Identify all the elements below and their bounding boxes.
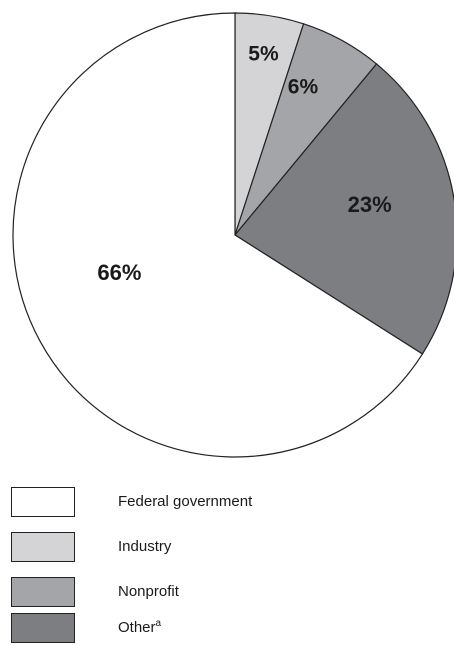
legend-label-industry: Industry <box>118 538 172 555</box>
legend-swatch-nonprofit <box>11 577 75 607</box>
legend-item-industry: Industry <box>11 532 411 564</box>
legend-item-other: Othera <box>11 613 411 645</box>
slice-value-label-industry: 5% <box>248 43 279 66</box>
slice-value-label-other: 23% <box>348 192 392 217</box>
pie-value-labels: 5% 6% 23% 66% <box>97 43 391 285</box>
legend-label-federal-government: Federal government <box>118 493 253 510</box>
pie-chart: 5% 6% 23% 66% <box>12 12 454 458</box>
legend-label-nonprofit: Nonprofit <box>118 583 179 600</box>
pie-slice-other <box>234 63 454 355</box>
legend-item-federal-government: Federal government <box>11 487 411 519</box>
legend-item-nonprofit: Nonprofit <box>11 577 411 609</box>
pie-slices <box>12 12 454 458</box>
pie-slice-federal-government <box>12 12 424 458</box>
legend-swatch-federal-government <box>11 487 75 517</box>
legend-label-other: Other <box>118 619 156 636</box>
legend-footnote-marker: a <box>155 618 162 629</box>
legend-swatch-other <box>11 613 75 643</box>
legend-swatch-industry <box>11 532 75 562</box>
slice-value-label-nonprofit: 6% <box>288 75 319 98</box>
slice-value-label-federal-government: 66% <box>97 260 141 285</box>
